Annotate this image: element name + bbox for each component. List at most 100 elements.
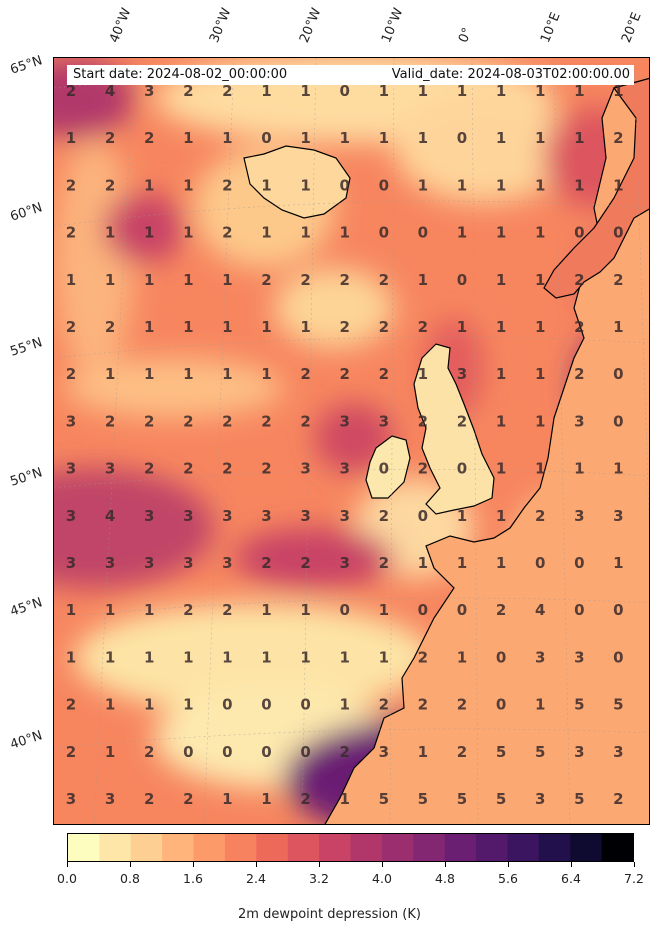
grid-value: 1 (183, 129, 193, 147)
grid-value: 3 (379, 412, 389, 430)
grid-value: 3 (574, 507, 584, 525)
grid-value: 3 (105, 460, 115, 478)
grid-value: 1 (339, 648, 349, 666)
grid-value: 1 (144, 224, 154, 242)
grid-value: 1 (496, 318, 506, 336)
ireland-land (365, 435, 411, 499)
colorbar-segment (444, 834, 477, 861)
grid-value: 1 (496, 224, 506, 242)
grid-value: 1 (144, 271, 154, 289)
colorbar-tickmark (255, 862, 257, 867)
grid-value: 1 (300, 129, 310, 147)
grid-value: 2 (222, 176, 232, 194)
grid-value: 1 (496, 460, 506, 478)
grid-value: 1 (496, 271, 506, 289)
grid-value: 0 (613, 365, 623, 383)
grid-value: 1 (418, 271, 428, 289)
grid-value: 5 (496, 790, 506, 808)
grid-value: 0 (261, 743, 271, 761)
grid-value: 5 (457, 790, 467, 808)
grid-value: 1 (261, 601, 271, 619)
info-box: Start date: 2024-08-02_00:00:00 Valid_da… (67, 65, 634, 85)
scandinavia-land (543, 77, 649, 299)
grid-value: 1 (105, 743, 115, 761)
grid-value: 2 (183, 82, 193, 100)
grid-value: 1 (261, 648, 271, 666)
grid-value: 0 (300, 696, 310, 714)
grid-value: 2 (339, 318, 349, 336)
grid-value: 2 (105, 176, 115, 194)
grid-value: 1 (418, 176, 428, 194)
lon-label-0: 0° (456, 25, 476, 45)
grid-value: 0 (457, 460, 467, 478)
grid-value: 2 (66, 176, 76, 194)
colorbar-segment (224, 834, 257, 861)
colorbar-segment (99, 834, 132, 861)
grid-value: 0 (379, 176, 389, 194)
grid-value: 2 (222, 460, 232, 478)
grid-value: 3 (105, 554, 115, 572)
grid-value: 1 (300, 601, 310, 619)
grid-value: 2 (66, 696, 76, 714)
grid-value: 0 (457, 601, 467, 619)
grid-value: 1 (613, 82, 623, 100)
lat-label-45n: 45°N (8, 595, 45, 620)
colorbar-label: 2m dewpoint depression (K) (238, 907, 421, 922)
grid-value: 1 (300, 648, 310, 666)
grid-value: 0 (418, 507, 428, 525)
grid-value: 2 (613, 271, 623, 289)
grid-value: 2 (222, 412, 232, 430)
colorbar-segment (350, 834, 383, 861)
grid-value: 2 (418, 648, 428, 666)
lat-label-60n: 60°N (8, 200, 45, 225)
grid-value: 1 (105, 271, 115, 289)
grid-value: 3 (144, 82, 154, 100)
grid-value: 1 (183, 176, 193, 194)
grid-value: 2 (261, 460, 271, 478)
grid-value: 5 (535, 743, 545, 761)
lon-label-20e: 20°E (619, 10, 645, 45)
grid-value: 2 (144, 743, 154, 761)
lat-label-40n: 40°N (8, 728, 45, 753)
grid-value: 0 (339, 176, 349, 194)
grid-value: 3 (66, 460, 76, 478)
grid-value: 1 (144, 648, 154, 666)
colorbar-tick-label: 5.6 (498, 871, 518, 886)
grid-value: 1 (535, 460, 545, 478)
grid-value: 2 (574, 318, 584, 336)
grid-value: 1 (457, 554, 467, 572)
grid-value: 2 (457, 412, 467, 430)
grid-value: 1 (613, 318, 623, 336)
grid-value: 0 (574, 601, 584, 619)
grid-value: 0 (613, 224, 623, 242)
grid-value: 1 (457, 507, 467, 525)
grid-value: 0 (535, 554, 545, 572)
grid-value: 0 (418, 224, 428, 242)
grid-value: 2 (418, 318, 428, 336)
grid-value: 0 (613, 648, 623, 666)
grid-value: 1 (144, 318, 154, 336)
grid-value: 2 (144, 129, 154, 147)
colorbar-tick-label: 6.4 (561, 871, 581, 886)
grid-value: 2 (535, 507, 545, 525)
grid-value: 1 (457, 82, 467, 100)
grid-value: 0 (613, 412, 623, 430)
colorbar-tick-label: 0.0 (57, 871, 77, 886)
grid-value: 2 (183, 412, 193, 430)
grid-value: 1 (457, 176, 467, 194)
grid-value: 1 (535, 129, 545, 147)
colorbar-segment (68, 834, 100, 861)
grid-value: 1 (535, 176, 545, 194)
grid-value: 0 (457, 271, 467, 289)
grid-value: 1 (418, 365, 428, 383)
colorbar-segment (538, 834, 571, 861)
colorbar-segment (476, 834, 508, 861)
colorbar-tick-label: 3.2 (309, 871, 329, 886)
grid-value: 3 (66, 507, 76, 525)
map-panel: 2 4 3 2 2 1 1 0 1 1 1 1 1 1 1 1 2 2 1 1 0 1 1 1 1 0 1 1 1 2 2 2 1 1 2 1 1 0 0 1… (53, 57, 650, 825)
grid-value: 2 (183, 601, 193, 619)
grid-value: 0 (496, 648, 506, 666)
grid-value: 1 (105, 648, 115, 666)
grid-value: 1 (144, 176, 154, 194)
grid-value: 1 (574, 129, 584, 147)
